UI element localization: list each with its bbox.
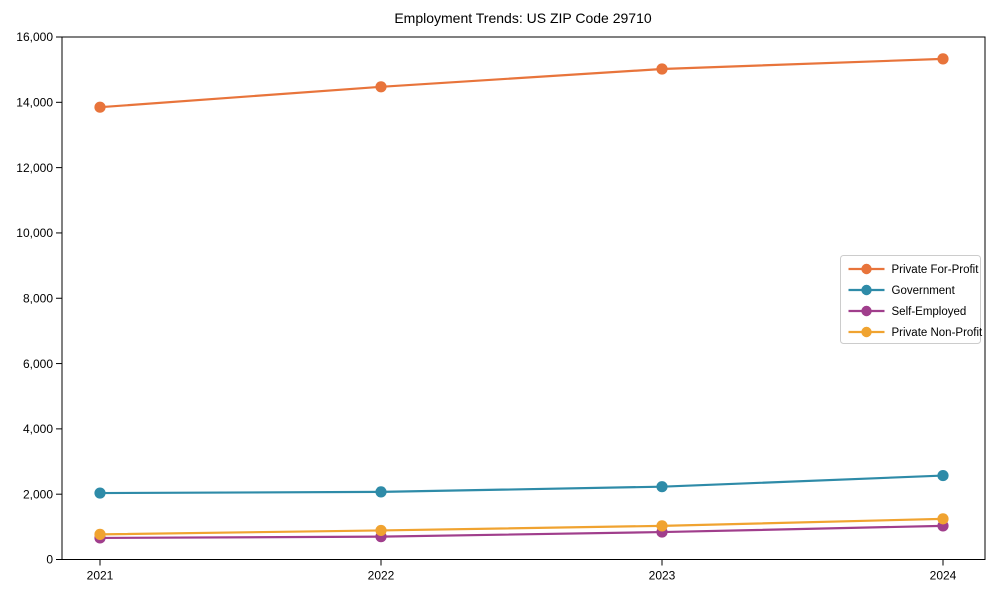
data-point-private-non-profit-2021 — [94, 528, 106, 540]
legend-label-private-non-profit: Private Non-Profit — [892, 327, 984, 339]
y-axis-tick-label: 4,000 — [23, 422, 53, 436]
data-point-private-non-profit-2023 — [656, 520, 668, 532]
legend-label-government: Government — [892, 285, 956, 297]
legend-box — [840, 255, 981, 344]
y-axis-tick-label: 0 — [46, 553, 53, 567]
y-axis-tick-label: 6,000 — [23, 357, 53, 371]
data-point-private-non-profit-2022 — [375, 524, 387, 537]
data-point-private-for-profit-2021 — [94, 101, 106, 113]
x-axis-tick-label: 2022 — [368, 569, 395, 583]
data-point-government-2023 — [656, 481, 668, 493]
legend-label-self-employed: Self-Employed — [892, 306, 967, 318]
data-point-private-for-profit-2024 — [937, 53, 949, 65]
y-axis-tick-label: 14,000 — [16, 96, 53, 110]
data-point-government-2021 — [94, 487, 106, 499]
legend-marker-private-non-profit — [861, 326, 872, 338]
data-point-government-2024 — [937, 469, 949, 482]
x-axis-tick-label: 2023 — [649, 569, 676, 583]
legend-marker-self-employed — [861, 305, 872, 317]
series-line-private-non-profit — [98, 517, 945, 536]
x-axis-tick-label: 2021 — [87, 569, 114, 583]
series-line-government — [98, 474, 945, 495]
series-line-private-for-profit — [98, 57, 945, 109]
data-point-private-for-profit-2023 — [656, 63, 668, 75]
chart-title: Employment Trends: US ZIP Code 29710 — [394, 10, 652, 26]
y-axis-tick-label: 8,000 — [23, 291, 53, 305]
data-point-private-for-profit-2022 — [375, 81, 387, 93]
y-axis-tick-label: 2,000 — [23, 487, 53, 501]
series-line-self-employed — [98, 524, 945, 540]
y-axis-tick-label: 16,000 — [16, 30, 53, 44]
legend-label-private-for-profit: Private For-Profit — [892, 264, 980, 276]
data-point-government-2022 — [375, 486, 387, 498]
x-axis-tick-label: 2024 — [930, 569, 957, 583]
legend-marker-private-for-profit — [861, 263, 872, 275]
y-axis-tick-label: 12,000 — [16, 161, 53, 175]
legend-marker-government — [861, 284, 872, 296]
y-axis-tick-label: 10,000 — [16, 226, 53, 240]
data-point-private-non-profit-2024 — [937, 513, 949, 525]
